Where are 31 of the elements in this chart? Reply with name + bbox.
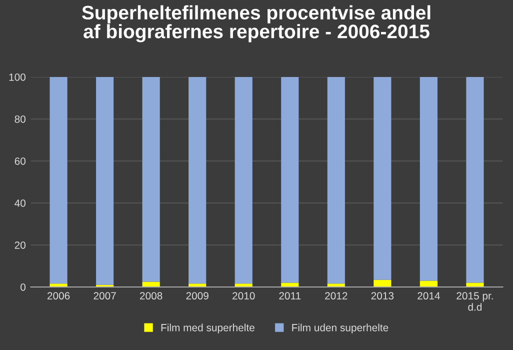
legend-label: Film med superhelte — [161, 324, 254, 334]
bar — [50, 77, 68, 284]
legend-label: Film uden superhelte — [292, 324, 388, 334]
x-tick-label: 2006 — [47, 292, 70, 300]
y-tick-label: 100 — [9, 74, 26, 81]
x-tick-label: 2013 — [371, 292, 394, 300]
y-tick-label: 80 — [14, 116, 26, 123]
chart-title: Superheltefilmenes procentvise andel af biografernes repertoire - 2006-2015 — [82, 5, 430, 42]
x-tick-label: 2007 — [94, 292, 116, 300]
x-tick-label: 2014 — [418, 292, 440, 300]
bar — [234, 77, 252, 284]
x-tick-label: 2011 — [279, 292, 301, 300]
bar — [420, 280, 438, 287]
y-tick-label: 60 — [14, 158, 26, 165]
bar — [96, 77, 114, 285]
bar — [374, 280, 392, 287]
bar — [188, 77, 206, 284]
bar — [142, 77, 160, 282]
bar — [327, 77, 345, 284]
y-tick-label: 20 — [14, 242, 26, 249]
x-tick-label: 2009 — [186, 292, 208, 300]
y-tick-label: 40 — [14, 200, 26, 207]
bar — [420, 77, 438, 281]
x-tick-label: 2012 — [325, 292, 348, 300]
bar — [466, 77, 484, 283]
x-tick-label: 2008 — [140, 292, 162, 300]
x-tick-label: 2010 — [232, 292, 255, 300]
bar — [374, 77, 392, 280]
bar — [281, 77, 299, 283]
x-tick-label: 2015 pr. d.d — [456, 292, 493, 311]
y-tick-label: 0 — [20, 284, 26, 291]
